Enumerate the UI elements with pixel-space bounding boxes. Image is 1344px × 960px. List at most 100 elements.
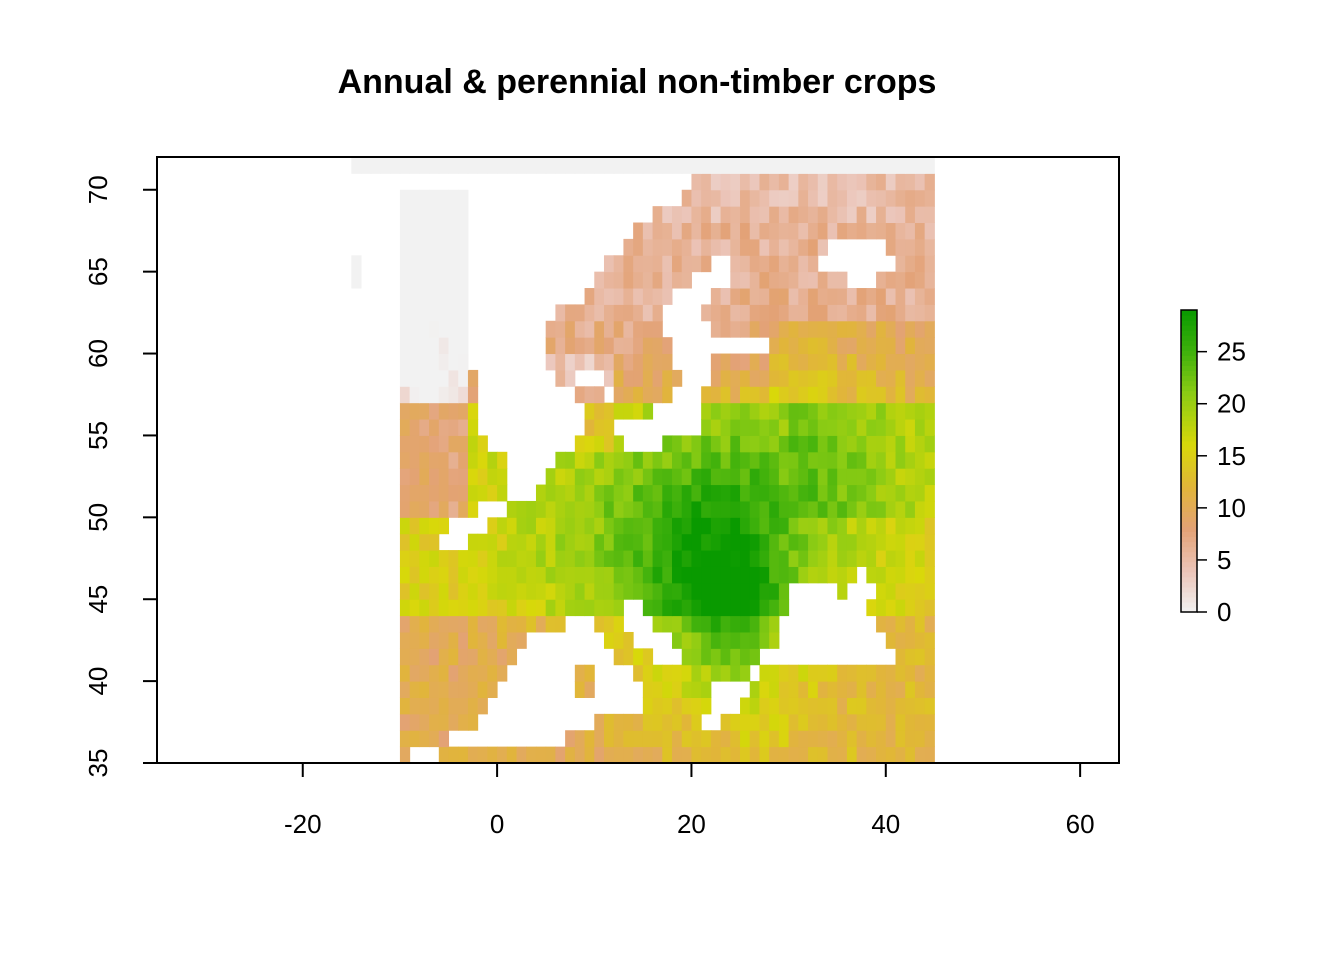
raster-cell bbox=[399, 550, 411, 567]
raster-cell bbox=[876, 271, 887, 289]
raster-cell bbox=[769, 320, 780, 338]
raster-cell bbox=[837, 402, 848, 420]
raster-cell bbox=[827, 386, 838, 404]
raster-cell bbox=[603, 435, 615, 453]
raster-cell bbox=[778, 271, 790, 289]
raster-cell bbox=[701, 402, 712, 420]
raster-cell bbox=[448, 697, 459, 715]
raster-cell bbox=[876, 582, 887, 600]
raster-cell bbox=[895, 386, 906, 404]
raster-cell bbox=[642, 386, 654, 404]
raster-cell bbox=[701, 631, 712, 649]
plot-title: Annual & perennial non-timber crops bbox=[338, 63, 937, 101]
raster-cell bbox=[526, 566, 537, 584]
raster-cell bbox=[662, 599, 673, 617]
raster-cell bbox=[438, 157, 450, 174]
raster-cell bbox=[769, 599, 780, 617]
raster-cell bbox=[642, 468, 654, 486]
raster-cell bbox=[662, 697, 673, 715]
raster-cell bbox=[905, 713, 916, 731]
raster-cell bbox=[846, 746, 858, 764]
raster-cell bbox=[429, 648, 440, 666]
raster-cell bbox=[409, 255, 420, 273]
raster-cell bbox=[574, 353, 586, 371]
raster-cell bbox=[399, 157, 411, 174]
raster-cell bbox=[438, 484, 450, 502]
raster-cell bbox=[866, 369, 877, 387]
raster-cell bbox=[603, 582, 615, 600]
raster-cell bbox=[623, 484, 634, 502]
raster-cell bbox=[866, 435, 877, 453]
raster-cell bbox=[672, 664, 683, 682]
raster-cell bbox=[730, 419, 741, 436]
raster-cell bbox=[594, 468, 605, 486]
raster-cell bbox=[497, 615, 508, 633]
raster-cell bbox=[876, 419, 887, 436]
raster-cell bbox=[914, 386, 926, 404]
raster-cell bbox=[399, 337, 411, 355]
raster-cell bbox=[895, 353, 906, 371]
raster-cell bbox=[924, 582, 935, 600]
raster-cell bbox=[837, 500, 848, 518]
raster-cell bbox=[798, 189, 809, 207]
raster-cell bbox=[837, 468, 848, 486]
raster-cell bbox=[769, 419, 780, 436]
legend-swatch bbox=[1181, 315, 1197, 321]
raster-cell bbox=[856, 206, 867, 224]
raster-cell bbox=[749, 238, 760, 256]
legend-swatch bbox=[1181, 355, 1197, 361]
raster-cell bbox=[866, 697, 877, 715]
raster-cell bbox=[924, 648, 935, 666]
raster-cell bbox=[487, 664, 498, 682]
raster-cell bbox=[720, 419, 731, 436]
raster-cell bbox=[438, 353, 450, 371]
raster-cell bbox=[885, 582, 897, 600]
raster-cell bbox=[399, 288, 411, 305]
raster-cell bbox=[905, 484, 916, 502]
raster-cell bbox=[749, 386, 760, 404]
raster-cell bbox=[584, 746, 595, 764]
raster-cell bbox=[885, 631, 897, 649]
raster-cell bbox=[788, 238, 799, 256]
raster-cell bbox=[798, 533, 809, 551]
raster-cell bbox=[681, 648, 692, 666]
raster-cell bbox=[856, 500, 867, 518]
raster-cell bbox=[914, 402, 926, 420]
raster-cell bbox=[448, 599, 459, 617]
raster-cell bbox=[769, 386, 780, 404]
raster-cell bbox=[477, 533, 488, 551]
raster-cell bbox=[361, 157, 372, 174]
raster-cell bbox=[701, 206, 712, 224]
raster-cell bbox=[691, 566, 702, 584]
raster-cell bbox=[924, 386, 935, 404]
raster-cell bbox=[740, 615, 751, 633]
raster-cell bbox=[817, 713, 828, 731]
raster-cell bbox=[856, 402, 867, 420]
raster-cell bbox=[681, 599, 692, 617]
raster-cell bbox=[652, 533, 663, 551]
raster-cell bbox=[924, 157, 935, 174]
legend-swatch bbox=[1181, 466, 1197, 472]
raster-cell bbox=[846, 206, 858, 224]
raster-cell bbox=[740, 517, 751, 535]
raster-cell bbox=[924, 730, 935, 748]
raster-cell bbox=[429, 337, 440, 355]
raster-cell bbox=[788, 304, 799, 322]
raster-cell bbox=[856, 713, 867, 731]
raster-cell bbox=[448, 631, 459, 649]
raster-cell bbox=[438, 713, 450, 731]
raster-cell bbox=[720, 304, 731, 322]
raster-cell bbox=[662, 533, 673, 551]
raster-cell bbox=[837, 369, 848, 387]
raster-cell bbox=[409, 500, 420, 518]
raster-cell bbox=[555, 550, 566, 567]
raster-cell bbox=[778, 157, 790, 174]
raster-cell bbox=[409, 320, 420, 338]
raster-cell bbox=[905, 533, 916, 551]
raster-cell bbox=[817, 402, 828, 420]
raster-cell bbox=[565, 500, 576, 518]
raster-cell bbox=[535, 582, 547, 600]
raster-cell bbox=[885, 157, 897, 174]
raster-cell bbox=[642, 271, 654, 289]
raster-cell bbox=[633, 320, 644, 338]
